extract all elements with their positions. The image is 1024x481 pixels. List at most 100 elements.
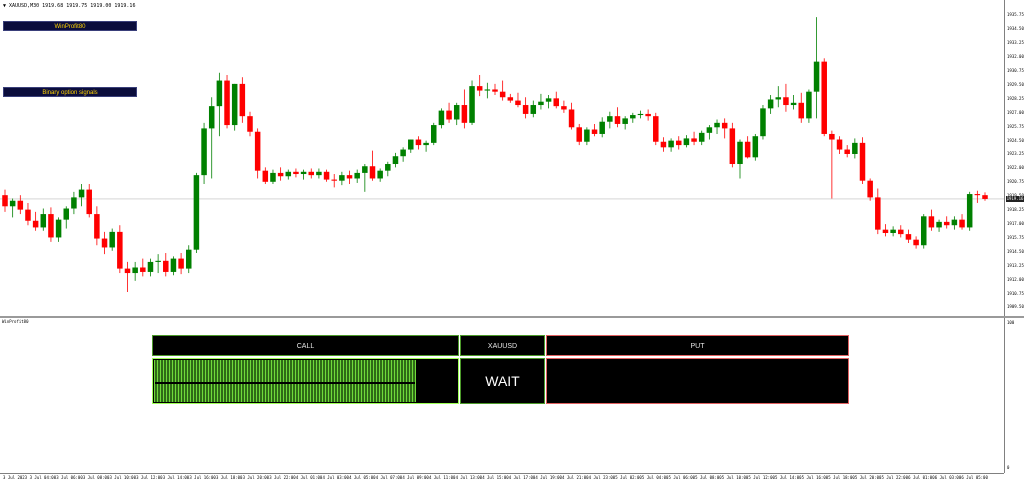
candle-up — [408, 139, 414, 150]
candle-down — [17, 200, 24, 210]
candle-down — [331, 179, 337, 181]
candle-down — [293, 171, 299, 175]
candle-down — [522, 105, 529, 114]
call-header: CALL — [152, 335, 459, 356]
candle-up — [208, 106, 215, 129]
indicator-axis: 100 0 — [1004, 318, 1024, 473]
candle-up — [683, 138, 690, 146]
candle-down — [461, 105, 468, 123]
candle-up — [216, 80, 223, 107]
candle-up — [147, 261, 154, 272]
time-tick-label: 5 Jul 06:00 — [668, 475, 696, 480]
time-tick-label: 5 Jul 10:00 — [721, 475, 749, 480]
put-strength-panel — [546, 358, 849, 404]
candle-up — [300, 171, 307, 175]
candle-down — [561, 106, 567, 110]
time-tick-label: 3 Jul 04:00 — [29, 475, 57, 480]
candle-up — [545, 98, 552, 102]
candle-up — [339, 175, 345, 181]
time-tick-label: 6 Jul 05:00 — [961, 475, 988, 480]
candle-down — [163, 260, 169, 272]
candle-down — [553, 98, 560, 107]
candle-down — [178, 258, 184, 269]
candle-down — [323, 171, 330, 180]
time-tick-label: 3 Jul 16:00 — [189, 475, 216, 480]
price-chart[interactable] — [0, 0, 1004, 316]
time-tick-label: 5 Jul 02:00 — [615, 475, 642, 480]
price-axis[interactable]: 1935.75 1934.50 1933.25 1932.00 1930.75 1929.… — [1004, 0, 1024, 316]
candle-up — [63, 208, 70, 220]
price-tick-label: 1910.75 — [1007, 290, 1024, 296]
time-tick-label: 5 Jul 14:00 — [775, 475, 802, 480]
candle-up — [9, 200, 16, 207]
candle-down — [591, 129, 598, 134]
candle-down — [86, 189, 92, 215]
candle-up — [852, 142, 858, 154]
candle-up — [813, 61, 820, 92]
price-tick-label: 1930.75 — [1007, 67, 1024, 73]
candle-down — [117, 231, 123, 269]
call-strength-bar — [154, 360, 417, 402]
candle-down — [675, 140, 682, 146]
candle-up — [538, 101, 544, 106]
candle-up — [132, 267, 138, 274]
time-tick-label: 3 Jul 18:00 — [215, 475, 243, 480]
time-tick-label: 3 Jul 12:00 — [136, 475, 163, 480]
candle-up — [392, 156, 399, 165]
candle-down — [836, 139, 843, 150]
time-tick-label: 5 Jul 12:00 — [748, 475, 775, 480]
candle-down — [721, 122, 728, 129]
time-tick-label: 4 Jul 17:00 — [508, 475, 536, 480]
candle-down — [982, 195, 988, 199]
time-tick-label: 3 Jul 20:00 — [242, 475, 270, 480]
time-tick-label: 4 Jul 05:00 — [349, 475, 376, 480]
candle-down — [905, 234, 912, 240]
candle-down — [239, 83, 246, 117]
candle-down — [898, 229, 904, 235]
candle-down — [446, 110, 452, 120]
candle-down — [653, 116, 659, 142]
candle-up — [530, 105, 537, 114]
candle-down — [729, 128, 736, 165]
candle-down — [476, 86, 483, 91]
candle-up — [630, 115, 636, 119]
price-tick-label: 1929.50 — [1007, 81, 1024, 87]
indicator-scale-bottom: 0 — [1007, 465, 1010, 470]
candle-up — [584, 129, 590, 142]
panel-divider[interactable] — [0, 316, 1024, 318]
time-tick-label: 5 Jul 22:00 — [881, 475, 909, 480]
indicator-scale-top: 100 — [1007, 320, 1015, 325]
time-tick-label: 4 Jul 09:00 — [402, 475, 429, 480]
candle-up — [430, 125, 437, 143]
time-tick-label: 6 Jul 03:00 — [934, 475, 962, 480]
candle-up — [285, 171, 292, 177]
time-tick-label: 4 Jul 21:00 — [562, 475, 589, 480]
time-tick-label: 4 Jul 03:00 — [322, 475, 349, 480]
candle-up — [790, 102, 797, 106]
brand-label: WinProfit80 — [3, 21, 137, 31]
time-tick-label: 4 Jul 01:00 — [295, 475, 323, 480]
time-axis: 3 Jul 2023 3 Jul 04:00 3 Jul 06:00 3 Jul 08… — [0, 473, 1004, 481]
time-tick-label: 5 Jul 20:00 — [854, 475, 882, 480]
candle-up — [714, 122, 720, 128]
candle-down — [660, 141, 667, 148]
time-tick-label: 6 Jul 01:00 — [908, 475, 935, 480]
price-tick-label: 1918.25 — [1007, 207, 1024, 213]
candle-down — [974, 194, 981, 196]
candle-up — [231, 83, 238, 126]
candle-down — [744, 141, 751, 158]
candle-down — [844, 149, 850, 154]
time-tick-label: 3 Jul 22:00 — [269, 475, 296, 480]
candle-up — [438, 110, 445, 126]
candle-up — [890, 229, 896, 233]
price-tick-label: 1919.50 — [1007, 193, 1024, 198]
candle-up — [951, 219, 958, 226]
price-tick-label: 1922.00 — [1007, 165, 1024, 171]
signal-status: WAIT — [460, 358, 545, 404]
price-tick-label: 1928.25 — [1007, 95, 1024, 101]
time-tick-label: 4 Jul 15:00 — [482, 475, 509, 480]
candle-up — [668, 140, 674, 148]
price-tick-label: 1934.50 — [1007, 26, 1024, 32]
candle-down — [224, 80, 230, 126]
candles-layer — [2, 17, 988, 292]
